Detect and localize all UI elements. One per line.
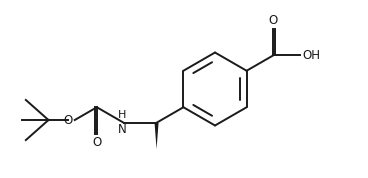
- Text: O: O: [92, 136, 102, 149]
- Text: O: O: [63, 114, 72, 127]
- Polygon shape: [155, 123, 159, 149]
- Text: OH: OH: [302, 49, 320, 62]
- Text: H: H: [118, 110, 126, 120]
- Text: N: N: [117, 123, 126, 136]
- Text: O: O: [269, 14, 278, 27]
